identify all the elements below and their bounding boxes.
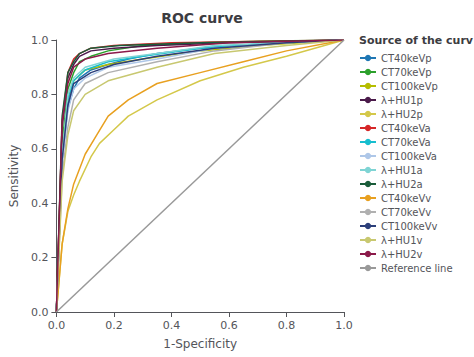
svg-text:λ+HU2a: λ+HU2a xyxy=(381,179,423,190)
svg-text:CT70keVp: CT70keVp xyxy=(381,67,432,78)
svg-text:CT70keVv: CT70keVv xyxy=(381,207,431,218)
svg-text:0.2: 0.2 xyxy=(105,319,123,332)
svg-text:0.6: 0.6 xyxy=(31,142,49,155)
svg-text:0.0: 0.0 xyxy=(48,319,66,332)
svg-text:CT100keVv: CT100keVv xyxy=(381,221,438,232)
svg-text:Source of the curv: Source of the curv xyxy=(359,34,474,47)
svg-text:λ+HU2v: λ+HU2v xyxy=(381,249,422,260)
svg-text:CT40keVa: CT40keVa xyxy=(381,123,431,134)
svg-text:1.0: 1.0 xyxy=(31,34,49,47)
svg-text:CT70keVa: CT70keVa xyxy=(381,137,431,148)
svg-text:λ+HU1v: λ+HU1v xyxy=(381,235,422,246)
svg-text:ROC curve: ROC curve xyxy=(161,10,243,26)
svg-text:1-Specificity: 1-Specificity xyxy=(163,337,237,351)
svg-text:0.8: 0.8 xyxy=(31,88,49,101)
svg-text:0.6: 0.6 xyxy=(220,319,238,332)
svg-text:0.4: 0.4 xyxy=(163,319,181,332)
svg-text:CT100keVp: CT100keVp xyxy=(381,81,438,92)
svg-text:0.4: 0.4 xyxy=(31,197,49,210)
svg-text:λ+HU2p: λ+HU2p xyxy=(381,109,423,120)
svg-text:Reference line: Reference line xyxy=(381,263,453,274)
svg-text:λ+HU1a: λ+HU1a xyxy=(381,165,423,176)
svg-text:λ+HU1p: λ+HU1p xyxy=(381,95,423,106)
svg-text:Sensitivity: Sensitivity xyxy=(7,145,21,207)
svg-text:0.8: 0.8 xyxy=(278,319,296,332)
svg-text:CT40keVp: CT40keVp xyxy=(381,53,432,64)
svg-text:0.0: 0.0 xyxy=(31,306,49,319)
svg-text:1.0: 1.0 xyxy=(335,319,353,332)
svg-text:CT40keVv: CT40keVv xyxy=(381,193,431,204)
svg-text:CT100keVa: CT100keVa xyxy=(381,151,437,162)
svg-text:0.2: 0.2 xyxy=(31,251,49,264)
